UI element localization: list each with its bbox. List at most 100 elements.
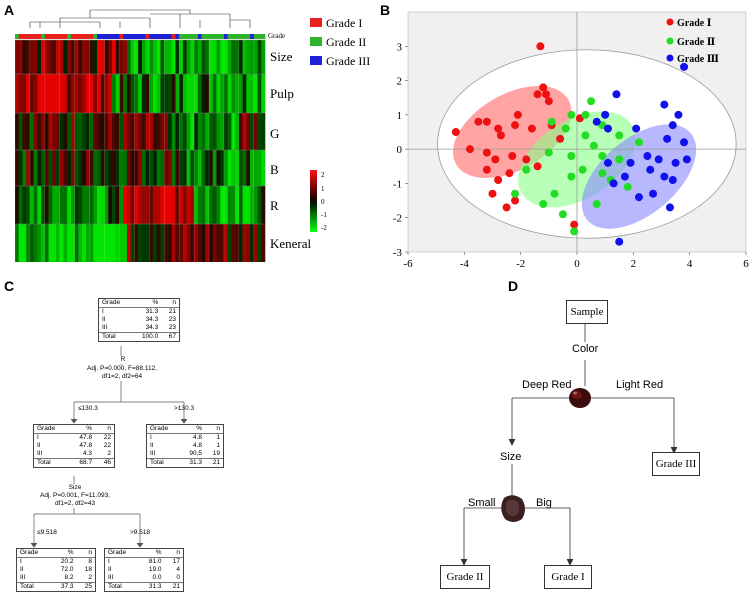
- grade-cell: [179, 34, 184, 39]
- grade-cell: [67, 34, 72, 39]
- heatmap-cell: [231, 224, 236, 262]
- node-header: Grade: [34, 425, 69, 434]
- heatmap-cell: [194, 74, 199, 113]
- node-cell: II: [150, 442, 154, 449]
- heatmap-cell: [89, 40, 94, 74]
- heatmap-cell: [130, 224, 135, 262]
- legend-label-grade-ii: Grade II: [326, 35, 366, 49]
- heatmap-cell: [26, 113, 31, 150]
- heatmap-cell: [175, 224, 180, 262]
- point-grade-ⅲ: [680, 62, 689, 71]
- point-grade-ⅰ: [513, 110, 522, 119]
- heatmap-cell: [74, 74, 79, 113]
- heatmap-cells: [14, 39, 266, 262]
- heatmap-cell: [119, 224, 124, 262]
- x-tick-label: -6: [403, 258, 413, 270]
- heatmap-cell: [78, 113, 83, 150]
- heatmap-cell: [171, 150, 176, 186]
- grade-cell: [242, 34, 247, 39]
- node-total: 100.0: [131, 332, 162, 341]
- node-cell: 23: [168, 324, 176, 331]
- heatmap-cell: [56, 113, 61, 150]
- grade-cell: [186, 34, 191, 39]
- heatmap-cell: [108, 74, 113, 113]
- heatmap-cell: [235, 224, 240, 262]
- node-total: Total: [99, 332, 132, 341]
- node-total: 21: [164, 582, 183, 591]
- heatmap-cell: [205, 224, 210, 262]
- grade-cell: [164, 34, 169, 39]
- point-grade-ⅲ: [603, 124, 612, 133]
- heatmap-cell: [201, 224, 206, 262]
- heatmap-cell: [223, 40, 228, 74]
- heatmap-cell: [227, 40, 232, 74]
- node-cell: 17: [172, 558, 180, 565]
- grade-cell: [56, 34, 61, 39]
- heatmap-cell: [223, 186, 228, 224]
- heatmap-cell: [33, 113, 38, 150]
- heatmap-cell: [164, 186, 169, 224]
- heatmap-cell: [212, 74, 217, 113]
- heatmap-cell: [216, 113, 221, 150]
- heatmap-cell: [22, 74, 27, 113]
- heatmap-cell: [190, 113, 195, 150]
- colorbar-tick: -2: [321, 224, 327, 232]
- grade-cell: [15, 34, 20, 39]
- grade-cell: [134, 34, 139, 39]
- heatmap-cell: [160, 113, 165, 150]
- heatmap-cell: [18, 186, 23, 224]
- node-header: Grade: [99, 299, 132, 308]
- heatmap-cell: [167, 74, 173, 113]
- heatmap-cell: [89, 113, 94, 150]
- point-grade-ⅰ: [544, 97, 553, 106]
- node-cell: I: [37, 434, 39, 441]
- grade-cell: [44, 34, 49, 39]
- point-grade-ⅱ: [547, 117, 556, 126]
- heatmap-cell: [44, 150, 49, 186]
- heatmap-cell: [44, 224, 49, 262]
- point-grade-ⅲ: [674, 110, 683, 119]
- heatmap-cell: [231, 113, 236, 150]
- heatmap-cell: [179, 150, 184, 186]
- heatmap-cell: [123, 74, 128, 113]
- heatmap-cell: [85, 150, 90, 186]
- node-cell: 90.5: [189, 450, 203, 457]
- heatmap-cell: [257, 186, 262, 224]
- grade-cell: [145, 34, 150, 39]
- heatmap-cell: [52, 74, 57, 113]
- heatmap-cell: [93, 113, 98, 150]
- node-total: 67: [161, 332, 179, 341]
- grade-cell: [231, 34, 236, 39]
- heatmap-cell: [70, 150, 76, 186]
- x-tick-label: 4: [687, 258, 693, 270]
- heatmap-cell: [29, 74, 34, 113]
- grade-cell: [138, 34, 143, 39]
- point-grade-ⅲ: [634, 193, 643, 202]
- point-grade-ⅲ: [620, 172, 629, 181]
- heatmap-cell: [15, 74, 20, 113]
- heatmap-cell: [74, 40, 79, 74]
- heatmap-cell: [197, 150, 202, 186]
- heatmap-cell: [74, 224, 79, 262]
- grade-cell: [89, 34, 94, 39]
- heatmap-cell: [56, 224, 61, 262]
- heatmap-cell: [235, 113, 240, 150]
- heatmap-cell: [52, 40, 57, 74]
- heatmap-panel: Grade Size Pulp G B R Keneral Grade I Gr…: [14, 9, 370, 262]
- heatmap-cell: [78, 40, 83, 74]
- heatmap-cell: [171, 224, 176, 262]
- heatmap-cell: [227, 74, 232, 113]
- point-grade-ⅰ: [533, 90, 542, 99]
- node-total: 31.3: [179, 458, 206, 467]
- heatmap-cell: [186, 150, 191, 186]
- grade-cell: [70, 34, 76, 39]
- heatmap-cell: [48, 40, 53, 74]
- grade-i-node: Grade I: [544, 565, 592, 589]
- heatmap-cell: [22, 113, 27, 150]
- colorbar-tick: -1: [321, 211, 327, 219]
- point-grade-ⅱ: [592, 200, 601, 208]
- point-grade-ⅱ: [598, 152, 607, 160]
- legend-label-grade-ii: Grade Ⅱ: [677, 37, 715, 48]
- node-header: Grade: [17, 549, 51, 558]
- heatmap-cell: [212, 150, 217, 186]
